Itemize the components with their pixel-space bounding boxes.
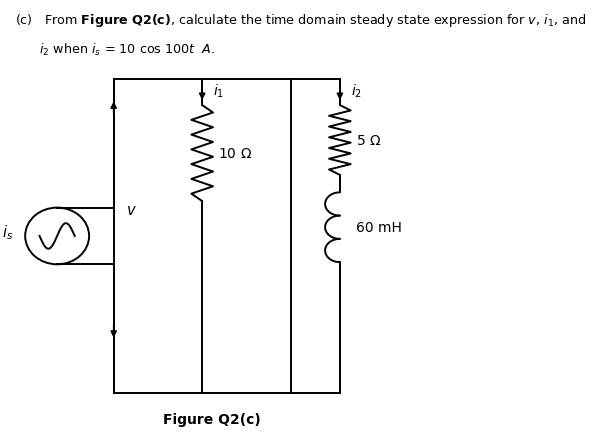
Text: $v$: $v$: [126, 203, 137, 217]
Text: 5 $\Omega$: 5 $\Omega$: [356, 134, 381, 148]
Text: $i_2$ when $i_s$ = 10 cos 100$t$  $A$.: $i_2$ when $i_s$ = 10 cos 100$t$ $A$.: [15, 42, 216, 57]
Text: $i_1$: $i_1$: [213, 82, 224, 99]
Text: (c)   From $\mathbf{Figure\ Q2(c)}$, calculate the time domain steady state expr: (c) From $\mathbf{Figure\ Q2(c)}$, calcu…: [15, 12, 587, 29]
Text: Figure Q2(c): Figure Q2(c): [163, 412, 261, 426]
Text: $i_2$: $i_2$: [351, 82, 362, 99]
Text: $i_s$: $i_s$: [2, 223, 13, 241]
Text: 60 mH: 60 mH: [356, 221, 401, 235]
Text: 10 $\Omega$: 10 $\Omega$: [218, 147, 252, 161]
